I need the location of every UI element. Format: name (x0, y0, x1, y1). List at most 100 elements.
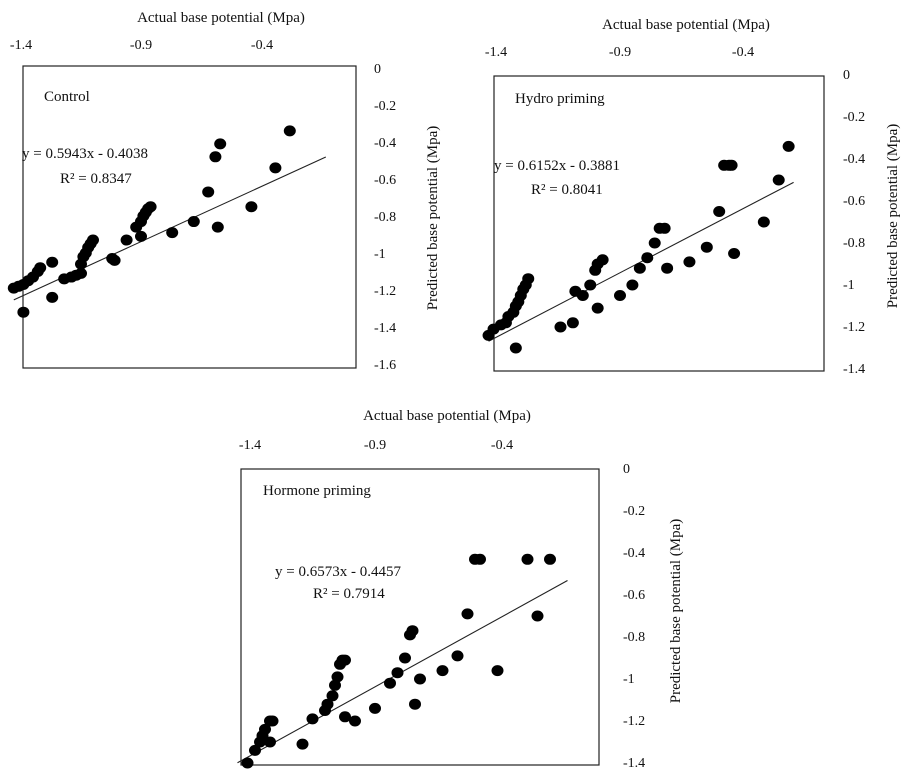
data-points (482, 140, 795, 354)
x-tick-label: -1.4 (239, 438, 261, 453)
data-point (474, 553, 486, 565)
x-tick-label: -1.4 (10, 38, 32, 53)
data-point (202, 186, 215, 198)
data-point (264, 736, 276, 748)
data-point (120, 234, 133, 246)
data-point (321, 698, 334, 710)
y-tick-label: -1.6 (374, 358, 396, 373)
y-tick-label: -1 (843, 278, 855, 293)
data-point (349, 715, 361, 727)
data-point (391, 667, 404, 679)
x-tick-label: -0.9 (130, 38, 152, 53)
y-tick-label: -1.4 (623, 756, 645, 771)
data-point (648, 237, 661, 249)
y-tick-label: -1.2 (843, 320, 865, 335)
data-point (406, 625, 419, 637)
data-point (633, 262, 646, 274)
y-tick-label: 0 (374, 62, 381, 77)
r-squared-label: R² = 0.7914 (313, 586, 385, 602)
y-axis-title: Predicted base potential (Mpa) (425, 126, 441, 311)
y-tick-label: 0 (623, 462, 630, 477)
data-point (614, 290, 626, 301)
data-point (700, 241, 713, 253)
data-point (329, 679, 341, 691)
data-point (451, 650, 464, 662)
data-point (296, 738, 309, 750)
data-point (249, 744, 261, 756)
x-tick-label: -1.4 (485, 45, 507, 60)
y-tick-label: -0.2 (623, 504, 645, 519)
x-tick-label: -0.4 (732, 45, 754, 60)
y-tick-label: -0.8 (843, 236, 865, 251)
data-point (369, 702, 381, 714)
data-point (728, 248, 741, 259)
data-point (584, 279, 597, 291)
hydro-priming-panel: Actual base potential (Mpa) -1.4 -0.9 -0… (482, 17, 901, 377)
y-tick-label: -1.2 (374, 284, 396, 299)
data-point (245, 201, 258, 213)
data-point (521, 553, 534, 565)
data-point (772, 174, 785, 186)
hormone-priming-panel: Actual base potential (Mpa) -1.4 -0.9 -0… (237, 408, 684, 771)
r-squared-label: R² = 0.8041 (531, 182, 603, 198)
data-point (782, 140, 795, 152)
y-tick-label: -1.4 (843, 362, 865, 377)
y-tick-label: -0.2 (374, 99, 396, 114)
data-point (554, 321, 567, 333)
y-axis-title: Predicted base potential (Mpa) (885, 124, 901, 309)
panel-label: Hydro priming (515, 91, 605, 107)
data-point (661, 262, 674, 274)
x-axis-title: Actual base potential (Mpa) (602, 17, 770, 33)
y-tick-label: -0.6 (843, 194, 865, 209)
data-point (46, 256, 59, 268)
x-axis-title: Actual base potential (Mpa) (363, 408, 531, 424)
data-point (683, 256, 696, 268)
data-point (491, 665, 504, 677)
data-point (259, 723, 271, 735)
data-point (144, 201, 157, 213)
regression-equation: y = 0.5943x - 0.4038 (22, 146, 148, 162)
data-point (34, 262, 47, 274)
data-point (46, 291, 59, 303)
data-point (87, 234, 99, 246)
data-point (283, 125, 296, 137)
plot-frame (240, 468, 600, 766)
y-tick-label: -0.4 (843, 152, 865, 167)
data-point (339, 711, 351, 723)
data-point (713, 206, 726, 217)
data-point (509, 342, 522, 354)
y-tick-label: -0.2 (843, 110, 865, 125)
data-point (209, 151, 222, 163)
data-point (641, 252, 654, 264)
y-tick-label: -0.6 (374, 173, 396, 188)
data-point (241, 757, 254, 769)
data-point (108, 254, 121, 266)
data-point (399, 652, 411, 664)
panel-label: Hormone priming (263, 483, 371, 499)
control-panel: Actual base potential (Mpa) -1.4 -0.9 -0… (7, 10, 441, 373)
y-tick-label: -1 (623, 672, 635, 687)
plot-frame (493, 75, 825, 372)
data-point (306, 713, 319, 725)
data-point (566, 317, 579, 329)
data-point (576, 290, 589, 301)
data-point (757, 216, 770, 228)
y-tick-label: -1.2 (623, 714, 645, 729)
regression-equation: y = 0.6152x - 0.3881 (494, 158, 620, 174)
y-axis-title: Predicted base potential (Mpa) (668, 519, 684, 704)
y-tick-label: -0.6 (623, 588, 645, 603)
data-point (266, 715, 279, 727)
data-point (658, 222, 671, 234)
data-point (214, 138, 227, 150)
x-tick-label: -0.9 (364, 438, 386, 453)
data-point (461, 608, 474, 620)
data-point (626, 279, 639, 291)
x-axis-title: Actual base potential (Mpa) (137, 10, 305, 26)
data-point (436, 665, 449, 677)
y-tick-label: -0.4 (623, 546, 645, 561)
data-point (409, 698, 421, 710)
data-point (17, 306, 30, 318)
data-point (544, 553, 556, 565)
plot-frame (22, 65, 357, 369)
data-point (75, 267, 87, 279)
